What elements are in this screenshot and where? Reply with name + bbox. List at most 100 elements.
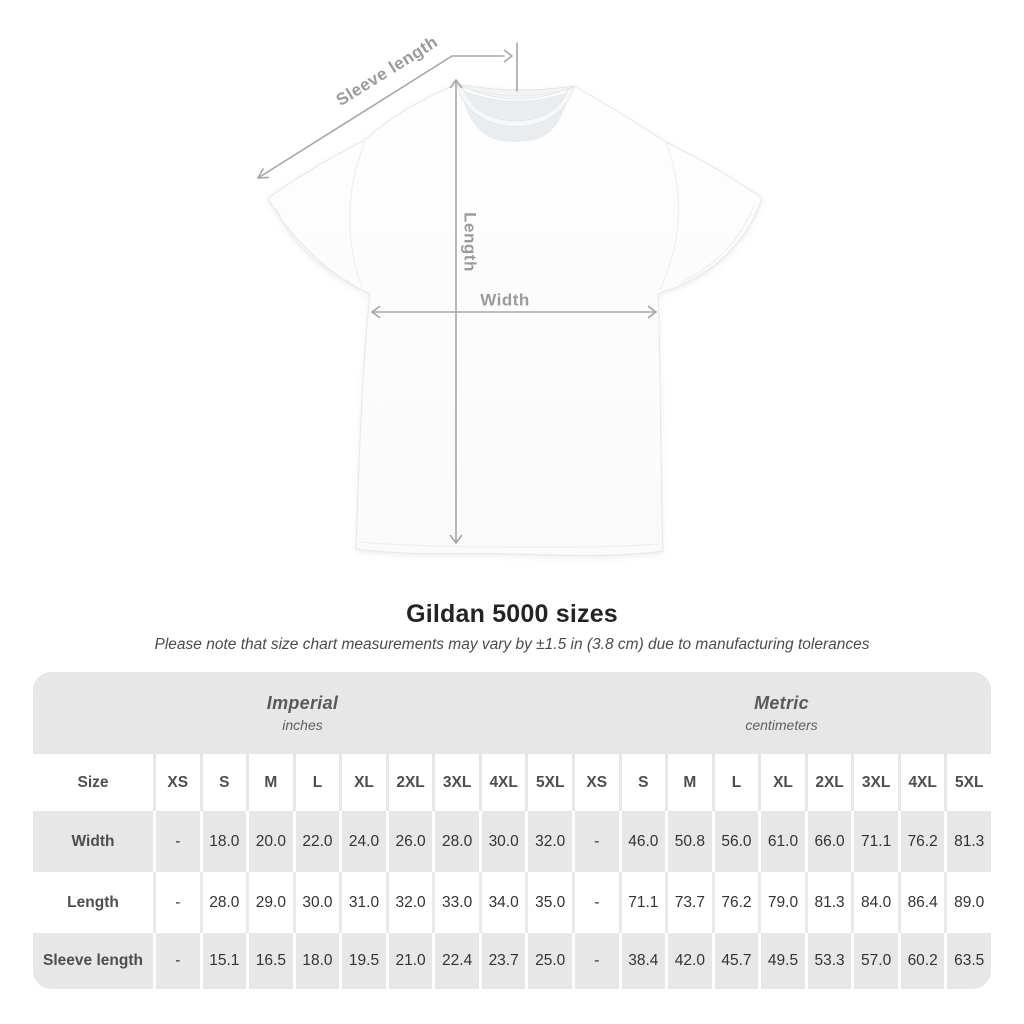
value-cell: 24.0 — [339, 811, 386, 872]
value-cell: 76.2 — [897, 811, 945, 872]
value-cell: 76.2 — [711, 872, 759, 933]
value-cell: 18.0 — [292, 933, 340, 989]
column-header-metric-3xl: 3XL — [851, 754, 898, 811]
column-header-metric-s: S — [618, 754, 666, 811]
column-header-imperial-4xl: 4XL — [478, 754, 526, 811]
value-cell: 50.8 — [665, 811, 712, 872]
value-cell: 22.4 — [432, 933, 479, 989]
column-header-imperial-xl: XL — [339, 754, 386, 811]
column-header-imperial-5xl: 5XL — [525, 754, 572, 811]
size-column-header: Size — [77, 773, 109, 791]
value-cell: - — [153, 872, 200, 933]
column-header-metric-xl: XL — [758, 754, 805, 811]
measurement-row-sleeve-length: Sleeve length -15.1 16.5 18.0 19.5 21.0 22.4 23… — [33, 933, 991, 989]
value-cell: 19.5 — [339, 933, 386, 989]
value-cell: 46.0 — [618, 811, 666, 872]
column-header-imperial-l: L — [292, 754, 340, 811]
column-header-metric-m: M — [665, 754, 712, 811]
left-cuff-stitch — [275, 207, 351, 283]
front-collar-rib — [456, 84, 575, 127]
value-cell: 49.5 — [758, 933, 805, 989]
value-cell: 26.0 — [385, 811, 433, 872]
collar-rib-line — [460, 86, 571, 97]
hem-stitch — [359, 541, 659, 548]
width-arrow — [371, 305, 657, 319]
collar — [456, 83, 575, 142]
row-label: Sleeve length — [43, 952, 143, 969]
right-cuff-stitch — [679, 205, 755, 284]
value-cell: 45.7 — [711, 933, 759, 989]
value-cell: 42.0 — [665, 933, 712, 989]
value-cell: 81.3 — [944, 811, 991, 872]
measurement-row-length: Length -28.0 29.0 30.0 31.0 32.0 33.0 34.0 35.0-… — [33, 872, 991, 933]
page-subtitle: Please note that size chart measurements… — [154, 636, 870, 653]
value-cell: - — [153, 933, 200, 989]
value-cell: 56.0 — [711, 811, 759, 872]
column-header-imperial-3xl: 3XL — [432, 754, 479, 811]
value-cell: 57.0 — [851, 933, 898, 989]
value-cell: 30.0 — [478, 811, 526, 872]
value-cell: 28.0 — [199, 872, 247, 933]
metric-group-header: Metric centimeters — [572, 672, 991, 754]
value-cell: 15.1 — [199, 933, 247, 989]
value-cell: 25.0 — [525, 933, 572, 989]
value-cell: 89.0 — [944, 872, 991, 933]
right-armhole-seam — [659, 142, 680, 291]
value-cell: 29.0 — [246, 872, 293, 933]
value-cell: - — [572, 933, 619, 989]
back-collar-band — [456, 83, 575, 100]
value-cell: 18.0 — [199, 811, 247, 872]
column-header-metric-4xl: 4XL — [897, 754, 945, 811]
value-cell: 63.5 — [944, 933, 991, 989]
value-cell: 30.0 — [292, 872, 340, 933]
value-cell: 79.0 — [758, 872, 805, 933]
column-header-metric-l: L — [711, 754, 759, 811]
neck-opening — [460, 89, 570, 142]
value-cell: 23.7 — [478, 933, 526, 989]
value-cell: 20.0 — [246, 811, 293, 872]
metric-group-title: Metric — [754, 693, 809, 713]
tshirt-measurement-figure: Sleeve length Length Width — [257, 32, 763, 556]
value-cell: 34.0 — [478, 872, 526, 933]
value-cell: 71.1 — [851, 811, 898, 872]
value-cell: 53.3 — [804, 933, 852, 989]
column-header-imperial-s: S — [199, 754, 247, 811]
value-cell: - — [153, 811, 200, 872]
value-cell: - — [572, 872, 619, 933]
value-cell: 71.1 — [618, 872, 666, 933]
value-cell: 86.4 — [897, 872, 945, 933]
sleeve-length-label: Sleeve length — [333, 32, 442, 110]
value-cell: 35.0 — [525, 872, 572, 933]
value-cell: 22.0 — [292, 811, 340, 872]
unit-group-row: Imperial inches Metric centimeters — [33, 672, 991, 754]
row-label: Width — [71, 832, 115, 850]
width-label: Width — [480, 291, 530, 310]
row-label: Length — [67, 893, 119, 911]
value-cell: 81.3 — [804, 872, 852, 933]
value-cell: 84.0 — [851, 872, 898, 933]
value-cell: 32.0 — [525, 811, 572, 872]
sleeve-length-arrow — [257, 42, 518, 179]
page-title: Gildan 5000 sizes — [406, 600, 618, 628]
value-cell: 32.0 — [385, 872, 433, 933]
value-cell: 31.0 — [339, 872, 386, 933]
size-table-body: Width -18.0 20.0 22.0 24.0 26.0 28.0 30.0 32.0-4… — [33, 811, 991, 989]
value-cell: - — [572, 811, 619, 872]
imperial-group-header: Imperial inches — [33, 672, 572, 754]
left-armhole-seam — [349, 140, 366, 289]
length-label: Length — [461, 212, 480, 272]
value-cell: 33.0 — [432, 872, 479, 933]
value-cell: 61.0 — [758, 811, 805, 872]
imperial-group-title: Imperial — [266, 693, 339, 713]
tshirt-graphic — [267, 83, 763, 556]
value-cell: 73.7 — [665, 872, 712, 933]
column-header-metric-xs: XS — [572, 754, 619, 811]
value-cell: 28.0 — [432, 811, 479, 872]
size-header-row: Size XS S M L XL 2XL 3XL 4XL 5XL XS S M L XL 2XL 3XL 4XL… — [33, 754, 991, 811]
column-header-imperial-2xl: 2XL — [385, 754, 433, 811]
column-header-imperial-m: M — [246, 754, 293, 811]
metric-group-unit: centimeters — [745, 717, 818, 733]
column-header-imperial-xs: XS — [153, 754, 200, 811]
measurement-row-width: Width -18.0 20.0 22.0 24.0 26.0 28.0 30.0 32.0-4… — [33, 811, 991, 872]
value-cell: 21.0 — [385, 933, 433, 989]
